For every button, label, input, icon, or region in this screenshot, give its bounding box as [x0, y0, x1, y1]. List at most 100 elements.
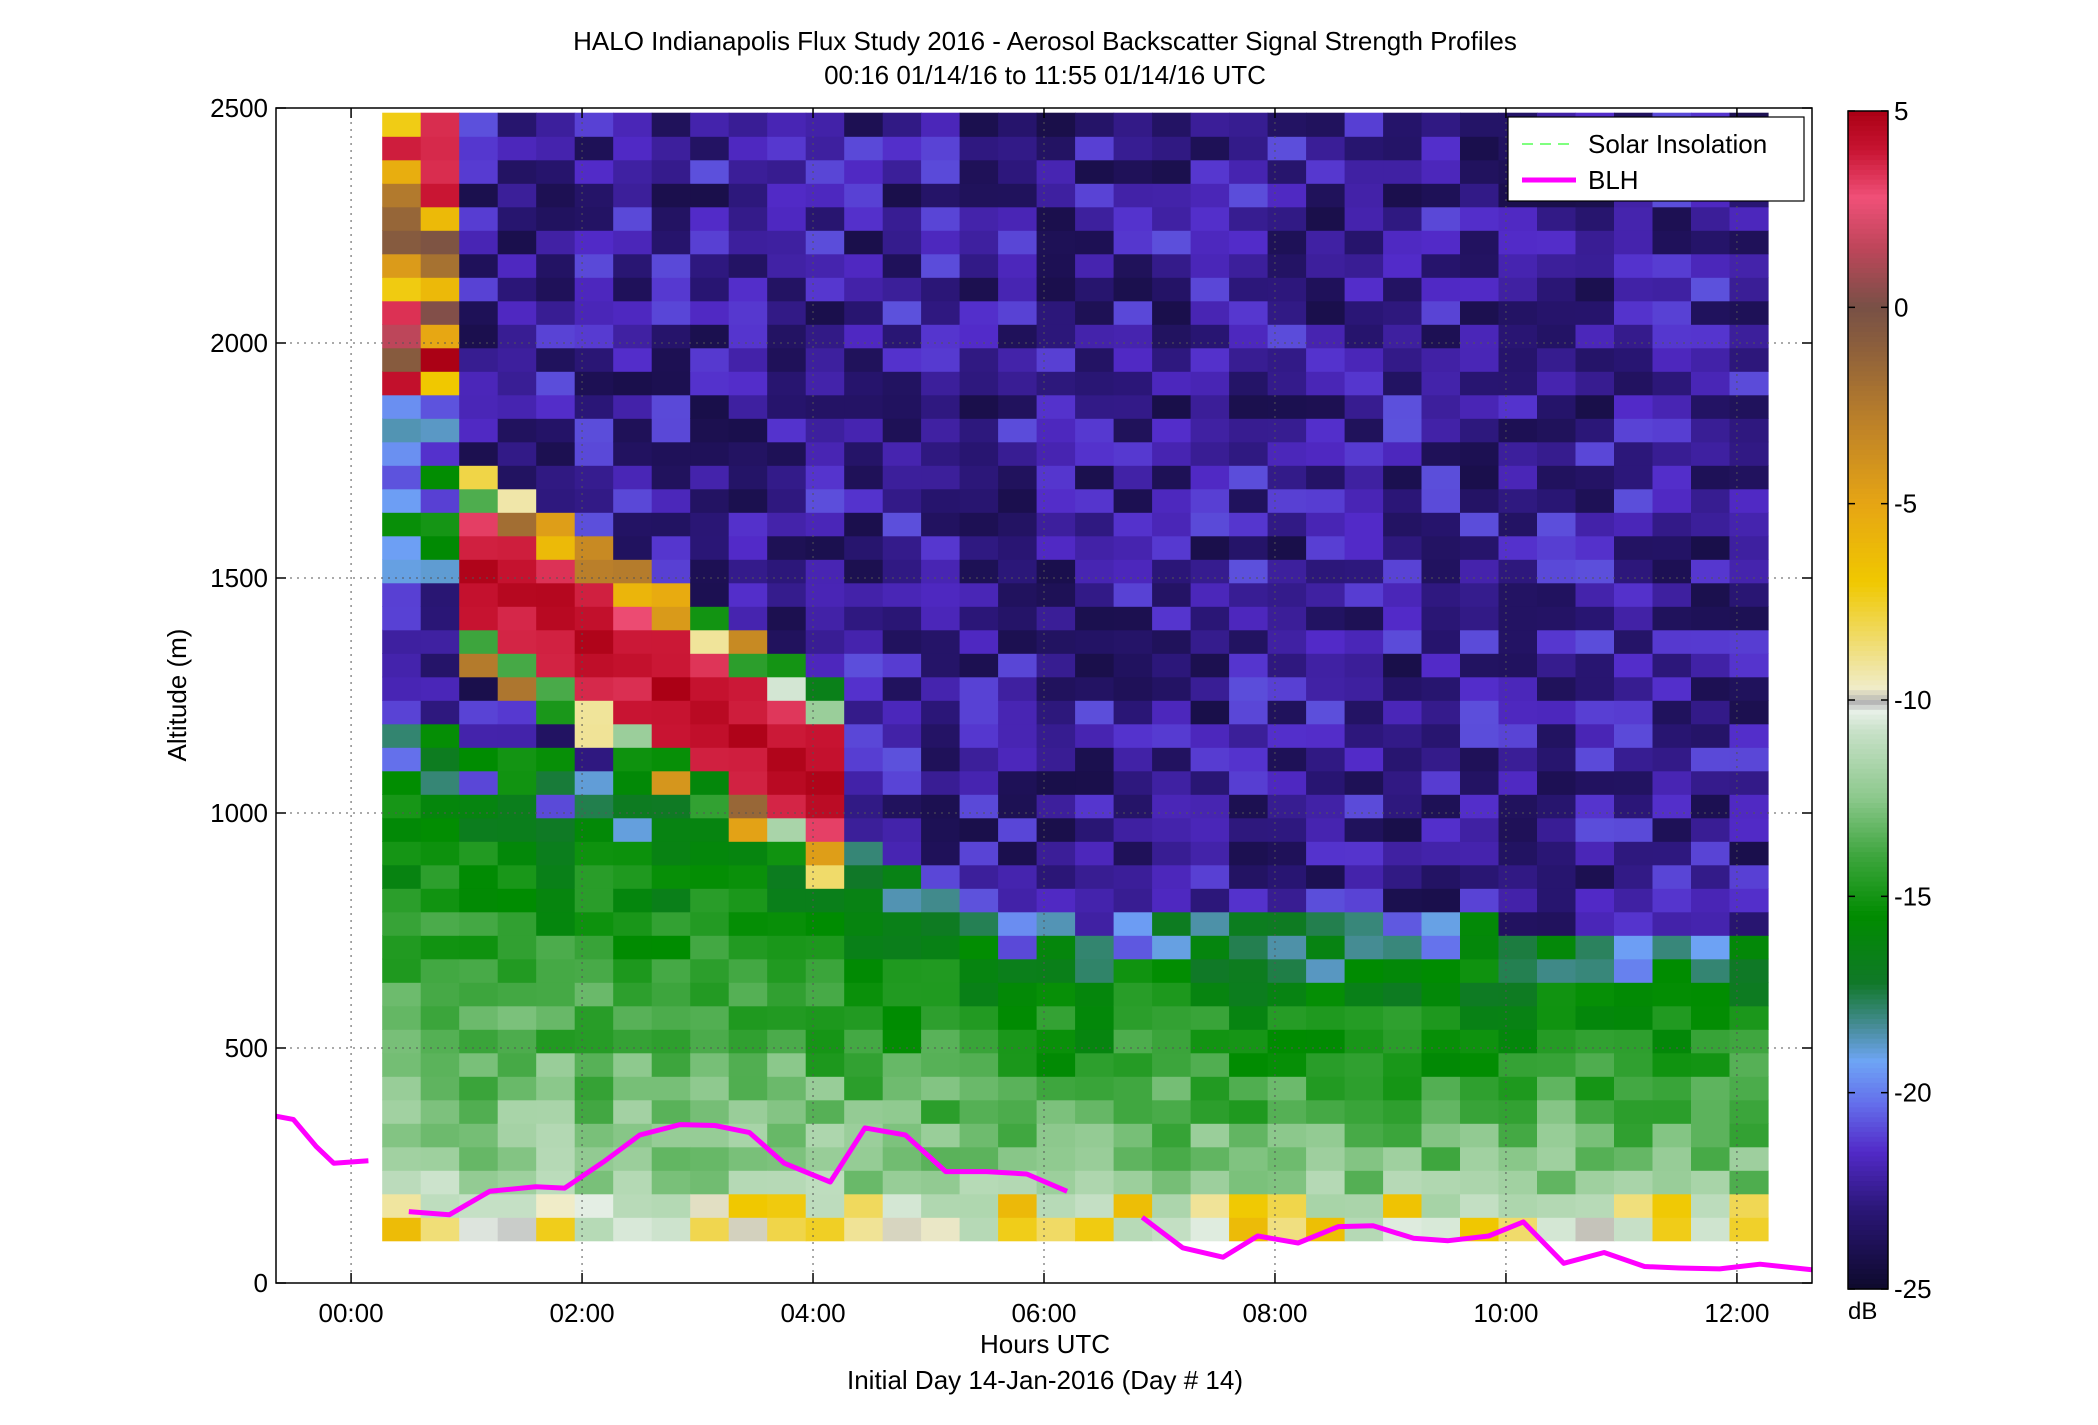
- heatmap-cell: [998, 1052, 1038, 1077]
- colorbar-segment: [1848, 179, 1888, 186]
- heatmap-cell: [420, 700, 460, 725]
- heatmap-cell: [1421, 300, 1461, 325]
- heatmap-cell: [1306, 1029, 1346, 1054]
- colorbar-segment: [1848, 911, 1888, 917]
- heatmap-cell: [536, 1076, 576, 1101]
- heatmap-cell: [1421, 1029, 1461, 1054]
- heatmap-cell: [1152, 1193, 1192, 1218]
- heatmap-cell: [1575, 418, 1615, 443]
- heatmap-cell: [1152, 300, 1192, 325]
- heatmap-cell: [574, 1029, 614, 1054]
- heatmap-cell: [1306, 324, 1346, 349]
- heatmap-cell: [882, 817, 922, 842]
- heatmap-cell: [1152, 324, 1192, 349]
- y-tick-label: 1500: [210, 563, 268, 593]
- heatmap-cell: [1152, 817, 1192, 842]
- heatmap-cell: [921, 888, 961, 913]
- colorbar-segment: [1848, 268, 1888, 274]
- heatmap-cell: [1344, 183, 1384, 208]
- heatmap-cell: [690, 394, 730, 419]
- heatmap-cell: [1537, 1146, 1577, 1171]
- colorbar-segment: [1848, 881, 1888, 888]
- heatmap-cell: [998, 794, 1038, 819]
- heatmap-cell: [1152, 394, 1192, 419]
- heatmap-cell: [1306, 512, 1346, 537]
- heatmap-cell: [1267, 159, 1307, 184]
- heatmap-cell: [536, 253, 576, 278]
- heatmap-cell: [690, 1217, 730, 1242]
- heatmap-cell: [1075, 183, 1115, 208]
- heatmap-cell: [1344, 277, 1384, 302]
- heatmap-cell: [1306, 911, 1346, 936]
- heatmap-cell: [959, 559, 999, 584]
- heatmap-cell: [1691, 841, 1731, 866]
- heatmap-cell: [1691, 559, 1731, 584]
- colorbar-segment: [1848, 474, 1888, 480]
- heatmap-cell: [921, 1076, 961, 1101]
- heatmap-cell: [1460, 982, 1500, 1007]
- heatmap-cell: [1036, 935, 1076, 960]
- x-tick-label: 08:00: [1242, 1298, 1307, 1328]
- heatmap-cell: [959, 206, 999, 231]
- colorbar-segment: [1848, 577, 1888, 583]
- heatmap-cell: [882, 1193, 922, 1218]
- heatmap-cell: [1575, 958, 1615, 983]
- heatmap-cell: [1306, 1076, 1346, 1101]
- heatmap-cell: [536, 1146, 576, 1171]
- heatmap-cell: [1267, 1029, 1307, 1054]
- colorbar-segment: [1848, 189, 1888, 196]
- heatmap-cell: [613, 559, 653, 584]
- heatmap-cell: [844, 864, 884, 889]
- heatmap-cell: [651, 230, 691, 255]
- heatmap-cell: [613, 394, 653, 419]
- heatmap-cell: [1575, 935, 1615, 960]
- heatmap-cell: [420, 606, 460, 631]
- colorbar-segment: [1848, 999, 1888, 1005]
- heatmap-cell: [1729, 1193, 1769, 1218]
- colorbar-segment: [1848, 400, 1888, 407]
- heatmap-cell: [459, 700, 499, 725]
- heatmap-cell: [921, 1029, 961, 1054]
- heatmap-cell: [1652, 700, 1692, 725]
- heatmap-cell: [690, 324, 730, 349]
- heatmap-cell: [497, 629, 537, 654]
- heatmap-cell: [459, 1076, 499, 1101]
- heatmap-cell: [690, 112, 730, 137]
- colorbar-segment: [1848, 307, 1888, 313]
- colorbar-segment: [1848, 194, 1888, 200]
- heatmap-cell: [690, 888, 730, 913]
- heatmap-cell: [651, 700, 691, 725]
- heatmap-cell: [959, 1217, 999, 1242]
- colorbar-segment: [1848, 488, 1888, 495]
- heatmap-cell: [497, 582, 537, 607]
- heatmap-cell: [767, 606, 807, 631]
- heatmap-cell: [1614, 911, 1654, 936]
- heatmap-cell: [1075, 794, 1115, 819]
- colorbar-segment: [1848, 960, 1888, 966]
- heatmap-cell: [1306, 676, 1346, 701]
- heatmap-cell: [728, 418, 768, 443]
- heatmap-cell: [767, 347, 807, 372]
- heatmap-cell: [420, 159, 460, 184]
- heatmap-cell: [1075, 888, 1115, 913]
- heatmap-cell: [1190, 888, 1230, 913]
- colorbar-segment: [1848, 714, 1888, 721]
- heatmap-cell: [574, 888, 614, 913]
- colorbar-segment: [1848, 793, 1888, 799]
- heatmap-cell: [767, 629, 807, 654]
- heatmap-cell: [1036, 535, 1076, 560]
- heatmap-cell: [1113, 159, 1153, 184]
- heatmap-cell: [1036, 488, 1076, 513]
- heatmap-cell: [1190, 606, 1230, 631]
- heatmap-cell: [651, 183, 691, 208]
- colorbar-segment: [1848, 1156, 1888, 1162]
- heatmap-cell: [1460, 394, 1500, 419]
- heatmap-cell: [1460, 300, 1500, 325]
- heatmap-cell: [805, 888, 845, 913]
- colorbar-segment: [1848, 685, 1888, 691]
- heatmap-cell: [497, 347, 537, 372]
- colorbar-segment: [1848, 1077, 1888, 1084]
- colorbar-segment: [1848, 1161, 1888, 1167]
- heatmap-cell: [728, 841, 768, 866]
- heatmap-cell: [651, 441, 691, 466]
